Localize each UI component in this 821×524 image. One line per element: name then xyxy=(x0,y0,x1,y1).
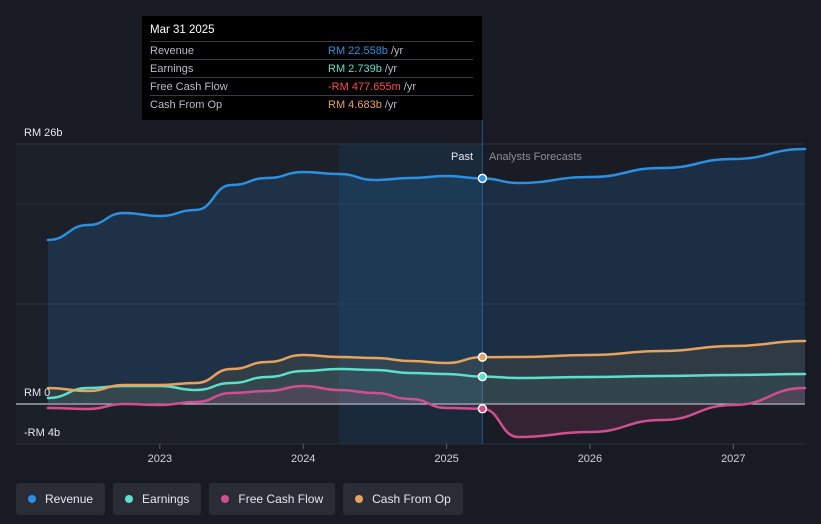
series-line-revenue xyxy=(46,147,807,242)
tooltip-unit: /yr xyxy=(384,62,398,75)
legend-item-revenue[interactable]: Revenue xyxy=(16,483,106,515)
legend-dot-icon xyxy=(125,495,134,503)
tooltip-row-revenue: Revenue RM 22.558b /yr xyxy=(150,41,473,59)
chart-lines xyxy=(46,147,807,439)
legend-item-earnings[interactable]: Earnings xyxy=(113,483,202,515)
forecast-label: Analysts Forecasts xyxy=(489,151,582,163)
y-label-zero: RM 0 xyxy=(24,387,50,399)
tooltip-label: Earnings xyxy=(150,62,194,75)
area-fcf xyxy=(48,386,805,437)
tooltip-value: RM 2.739b xyxy=(328,62,382,75)
tooltip-value: RM 22.558b xyxy=(328,44,388,57)
legend-dot-icon xyxy=(221,495,230,503)
legend-label: Free Cash Flow xyxy=(238,492,324,506)
tooltip-value: -RM 477.655m xyxy=(328,80,401,93)
area-revenue xyxy=(48,149,805,404)
x-axis-ticks: 2023 2024 2025 2026 2027 xyxy=(148,444,746,465)
tooltip-row-cfo: Cash From Op RM 4.683b /yr xyxy=(150,95,473,113)
x-tick-label: 2025 xyxy=(434,453,458,465)
point-marker-revenue xyxy=(477,173,488,184)
data-tooltip: Mar 31 2025 Revenue RM 22.558b /yr Earni… xyxy=(142,16,482,120)
legend-item-free-cash-flow[interactable]: Free Cash Flow xyxy=(209,483,336,515)
legend-label: Revenue xyxy=(45,492,94,506)
tooltip-label: Revenue xyxy=(150,44,195,57)
y-label-top: RM 26b xyxy=(24,127,63,139)
point-marker-cfo xyxy=(477,352,488,362)
series-line-fcf xyxy=(46,384,807,439)
x-tick-label: 2023 xyxy=(148,453,172,465)
chart-labels: RM 26b RM 0 -RM 4b Past Analysts Forecas… xyxy=(24,127,582,439)
tooltip-row-earnings: Earnings RM 2.739b /yr xyxy=(150,59,473,77)
tooltip-unit: /yr xyxy=(390,44,404,57)
point-marker-fcf xyxy=(477,404,488,414)
legend-label: Earnings xyxy=(142,492,190,506)
y-label-bottom: -RM 4b xyxy=(24,427,60,439)
past-label: Past xyxy=(451,151,473,163)
legend-dot-icon xyxy=(28,495,36,503)
tooltip-row-fcf: Free Cash Flow -RM 477.655m /yr xyxy=(150,77,473,95)
x-tick-label: 2026 xyxy=(578,453,602,465)
tooltip-label: Cash From Op xyxy=(150,98,223,111)
legend-label: Cash From Op xyxy=(372,492,451,506)
chart-background xyxy=(16,144,805,444)
tooltip-date: Mar 31 2025 xyxy=(150,24,215,36)
tooltip-label: Free Cash Flow xyxy=(150,80,228,93)
tooltip-unit: /yr xyxy=(384,98,398,111)
highlight-band xyxy=(339,144,483,444)
legend-item-cash-from-op[interactable]: Cash From Op xyxy=(343,483,463,515)
x-tick-label: 2024 xyxy=(291,453,315,465)
chart-legend: Revenue Earnings Free Cash Flow Cash Fro… xyxy=(16,483,463,515)
legend-dot-icon xyxy=(355,495,364,503)
x-tick-label: 2027 xyxy=(721,453,745,465)
forecast-region xyxy=(482,144,805,444)
chart-gridlines xyxy=(16,120,805,445)
series-line-cfo xyxy=(46,339,807,393)
point-marker-earnings xyxy=(477,371,488,382)
tooltip-unit: /yr xyxy=(403,80,416,93)
chart-markers xyxy=(477,173,488,414)
tooltip-value: RM 4.683b xyxy=(328,98,382,111)
